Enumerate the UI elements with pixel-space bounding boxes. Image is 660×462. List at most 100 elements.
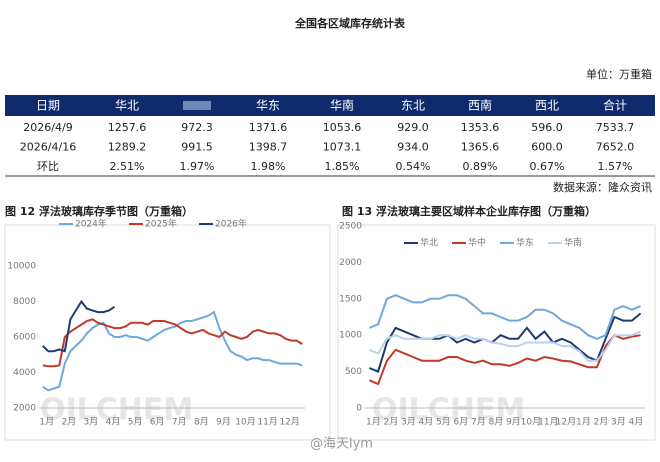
chart-title: 图 13 浮法玻璃主要区域样本企业库存图（万重箱）	[342, 204, 596, 218]
unit: 单位：万重箱	[586, 67, 652, 81]
chart-box	[4, 224, 331, 441]
table-header: 华东	[256, 99, 280, 113]
x-tick-label: 11月	[257, 417, 277, 428]
y-tick-label: 1000	[339, 331, 362, 341]
table-cell: 0.89%	[463, 160, 498, 173]
x-tick-label: 5月	[436, 417, 451, 428]
y-tick-label: 2500	[339, 222, 362, 232]
table-header: 华北	[115, 99, 139, 113]
x-tick-label: 8月	[489, 417, 504, 428]
x-tick-label: 2月	[384, 417, 399, 428]
table-header: 日期	[36, 99, 60, 113]
table-cell: 0.54%	[396, 160, 431, 173]
table-cell: 934.0	[397, 141, 429, 154]
legend-label: 华北	[420, 237, 438, 249]
doc-title: 全国各区域库存统计表	[294, 16, 406, 30]
series-line	[42, 318, 303, 368]
table-cell: 2.51%	[110, 160, 145, 173]
table-header: 合计	[603, 98, 627, 113]
table-cell: 991.5	[181, 141, 213, 154]
source: 数据来源：隆众资讯	[553, 180, 652, 194]
table-header-bg	[5, 95, 655, 116]
table-cell: 1257.6	[108, 121, 147, 134]
y-tick-label: 2000	[13, 404, 36, 414]
y-tick-label: 1500	[339, 294, 362, 304]
x-tick-label: 6月	[454, 417, 469, 428]
legend-label: 2024年	[75, 218, 107, 230]
watermark: OILCHEM	[40, 393, 193, 428]
x-tick-label: 3月	[401, 417, 416, 428]
x-tick-label: 12月	[279, 417, 299, 428]
y-tick-label: 10000	[7, 262, 36, 272]
table-header: 西北	[535, 99, 559, 113]
table-cell: 1.97%	[180, 160, 215, 173]
x-tick-label: 11月	[538, 417, 558, 428]
series-line	[369, 330, 641, 362]
series-line	[369, 333, 641, 386]
table-cell: 1073.1	[323, 141, 362, 154]
x-tick-label: 6月	[150, 417, 165, 428]
table-header: 华南	[330, 98, 354, 113]
series-line	[369, 294, 641, 340]
x-tick-label: 4月	[629, 417, 644, 428]
x-tick-label: 9月	[216, 417, 231, 428]
table-cell: 1371.6	[249, 121, 288, 134]
table-cell: 1.85%	[325, 160, 360, 173]
table-header: 东北	[401, 99, 425, 113]
table-cell: 1353.6	[461, 121, 500, 134]
x-tick-label: 3月	[611, 417, 626, 428]
table-cell: 1.98%	[251, 160, 286, 173]
y-tick-label: 8000	[13, 297, 36, 307]
table-cell: 972.3	[181, 121, 213, 134]
y-tick-label: 0	[356, 404, 362, 414]
chart-title: 图 12 浮法玻璃库存季节图（万重箱）	[5, 204, 193, 218]
legend-label: 华中	[468, 237, 486, 249]
series-line	[42, 310, 303, 392]
table-cell: 2026/4/9	[23, 121, 72, 134]
legend-label: 2025年	[145, 218, 177, 230]
blurred-cell	[183, 101, 211, 110]
x-tick-label: 9月	[506, 417, 521, 428]
chart-box	[337, 224, 656, 441]
table-cell: 1053.6	[323, 121, 362, 134]
series-line	[369, 312, 642, 373]
table-cell: 7652.0	[596, 141, 635, 154]
y-tick-label: 500	[345, 367, 362, 377]
x-tick-label: 1月	[39, 417, 54, 428]
x-tick-label: 7月	[172, 417, 187, 428]
x-tick-label: 4月	[419, 417, 434, 428]
table-cell: 2026/4/16	[20, 141, 76, 154]
table-cell: 环比	[37, 160, 59, 173]
table-header: 西南	[468, 98, 492, 113]
table-cell: 1.57%	[598, 160, 633, 173]
x-tick-label: 1月	[366, 417, 381, 428]
x-tick-label: 10月	[235, 417, 255, 428]
weibo-watermark: @海天lym	[310, 437, 373, 452]
y-tick-label: 6000	[13, 333, 36, 343]
x-tick-label: 5月	[128, 417, 143, 428]
x-tick-label: 10月	[521, 417, 541, 428]
table-cell: 0.67%	[530, 160, 565, 173]
legend-label: 2026年	[215, 218, 247, 230]
x-tick-label: 8月	[194, 417, 209, 428]
x-tick-label: 2月	[61, 417, 76, 428]
legend-label: 华南	[564, 237, 582, 249]
x-tick-label: 2月	[594, 417, 609, 428]
series-line	[42, 299, 116, 353]
table-cell: 596.0	[531, 121, 563, 134]
table-cell: 600.0	[531, 141, 563, 154]
x-tick-label: 12月	[556, 417, 576, 428]
table-cell: 929.0	[397, 121, 429, 134]
y-tick-label: 4000	[13, 368, 36, 378]
x-tick-label: 7月	[471, 417, 486, 428]
x-tick-label: 4月	[106, 417, 121, 428]
table-cell: 1289.2	[108, 141, 147, 154]
legend-label: 华东	[516, 237, 534, 249]
x-tick-label: 1月	[576, 417, 591, 428]
x-tick-label: 3月	[84, 417, 99, 428]
y-tick-label: 2000	[339, 258, 362, 268]
table-cell: 7533.7	[596, 121, 635, 134]
table-cell: 1398.7	[249, 141, 288, 154]
